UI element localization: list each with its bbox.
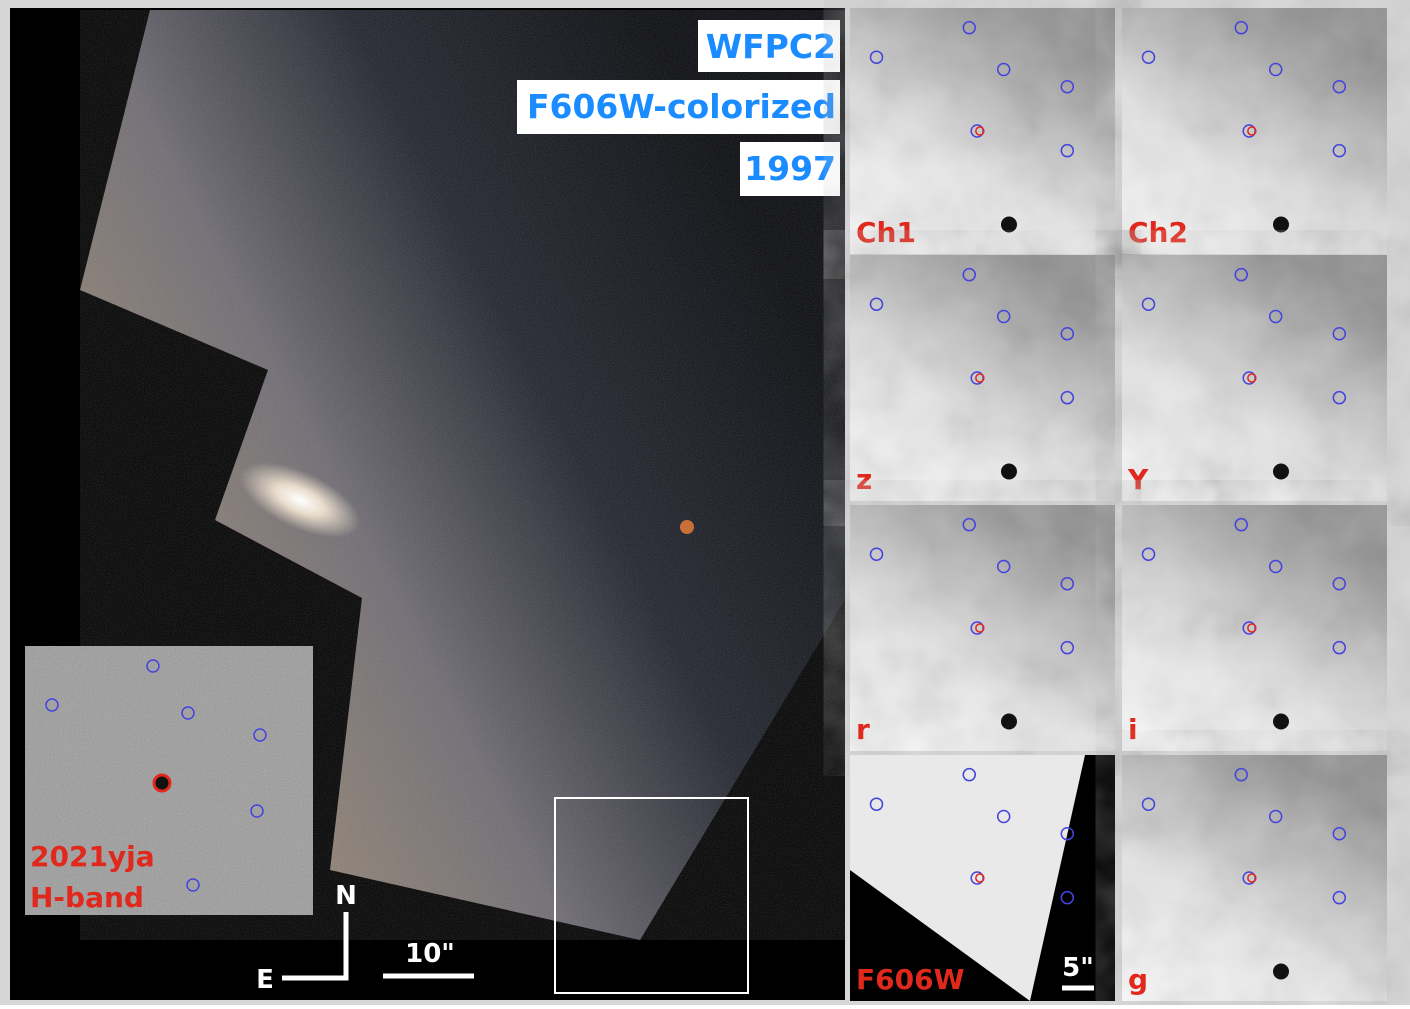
filter: F606W-colorized xyxy=(527,87,836,126)
star xyxy=(1001,463,1017,480)
panel-label: z xyxy=(856,463,872,496)
source-marker xyxy=(962,267,976,282)
source-marker xyxy=(869,547,884,561)
source-marker xyxy=(1268,309,1283,324)
sn-position xyxy=(975,873,985,883)
source-marker xyxy=(1332,326,1347,341)
inset: 2021yja H-band xyxy=(25,646,313,915)
inset-name: 2021yja xyxy=(30,840,155,873)
sn-position xyxy=(975,623,985,633)
sn-position xyxy=(1247,623,1257,633)
source-marker xyxy=(1141,547,1156,561)
panel-scale: 5" xyxy=(1062,953,1094,991)
source-marker xyxy=(1060,826,1075,841)
source-marker xyxy=(1332,390,1347,405)
source-marker xyxy=(1332,143,1347,158)
cutout-panel: r xyxy=(850,505,1115,751)
instrument: WFPC2 xyxy=(706,27,836,66)
source-marker xyxy=(1234,267,1248,282)
star xyxy=(1273,216,1289,233)
star xyxy=(1001,713,1017,730)
source-marker xyxy=(1268,809,1283,824)
sn-position xyxy=(975,373,985,383)
star xyxy=(1273,963,1289,980)
panel-scale-label: 5" xyxy=(1062,953,1094,983)
source-marker xyxy=(1234,767,1248,782)
cutout-panel: Ch1 xyxy=(850,8,1115,254)
source-marker xyxy=(869,297,884,311)
panel-label: F606W xyxy=(856,963,965,996)
cutout-panel: z xyxy=(850,255,1115,501)
panel-label: g xyxy=(1128,963,1148,996)
source-marker xyxy=(996,559,1011,574)
source-marker xyxy=(1332,640,1347,655)
year: 1997 xyxy=(744,149,836,188)
star xyxy=(680,520,694,534)
galaxy-stars xyxy=(80,10,845,940)
sn-position xyxy=(1247,373,1257,383)
source-marker xyxy=(1332,890,1347,905)
inset-markers xyxy=(45,659,267,892)
sn-position xyxy=(975,126,985,136)
source-marker xyxy=(1332,576,1347,591)
star xyxy=(1001,216,1017,233)
source-marker xyxy=(1332,79,1347,94)
header-tags: WFPC2 F606W-colorized 1997 xyxy=(517,20,840,196)
source-marker xyxy=(962,767,976,782)
source-marker xyxy=(1332,826,1347,841)
source-marker xyxy=(869,50,884,64)
star xyxy=(1273,713,1289,730)
cutout-panel: F606W xyxy=(850,755,1115,1001)
star xyxy=(1273,463,1289,480)
source-marker xyxy=(1268,62,1283,77)
panel-grid: Ch1 Ch2 z Yr i F606W g xyxy=(850,8,1387,1001)
source-marker xyxy=(1141,797,1156,811)
zoom-box xyxy=(554,797,749,994)
compass-north: N xyxy=(335,881,357,911)
cutout-panel: Y xyxy=(1122,255,1387,501)
source-marker xyxy=(996,309,1011,324)
source-marker xyxy=(1141,297,1156,311)
cutout-panel: i xyxy=(1122,505,1387,751)
panel-label: i xyxy=(1128,713,1138,746)
source-marker xyxy=(1060,390,1075,405)
panel-label: Ch1 xyxy=(856,216,916,249)
source-marker xyxy=(996,62,1011,77)
panel-image xyxy=(850,755,1085,1001)
source-marker xyxy=(1268,559,1283,574)
source-marker xyxy=(1060,640,1075,655)
panel-label: Ch2 xyxy=(1128,216,1188,249)
inset-band: H-band xyxy=(30,881,144,914)
sn-marker xyxy=(152,773,172,793)
source-marker xyxy=(1060,890,1075,905)
source-marker xyxy=(1060,576,1075,591)
source-marker xyxy=(1060,326,1075,341)
source-marker xyxy=(1234,517,1248,532)
panel-label: r xyxy=(856,713,870,746)
source-marker xyxy=(962,517,976,532)
cutout-panel: g xyxy=(1122,755,1387,1001)
source-marker xyxy=(1060,79,1075,94)
sn-position xyxy=(1247,126,1257,136)
compass: N E 10" xyxy=(256,881,474,995)
scale-bar-label: 10" xyxy=(405,939,455,969)
source-marker xyxy=(1060,143,1075,158)
galaxy-bulge xyxy=(239,462,361,538)
source-marker xyxy=(1234,20,1248,35)
source-marker xyxy=(962,20,976,35)
source-marker xyxy=(869,797,884,811)
source-marker xyxy=(996,809,1011,824)
cutout-panel: Ch2 xyxy=(1122,8,1387,254)
source-marker xyxy=(1141,50,1156,64)
panel-label: Y xyxy=(1127,463,1149,496)
compass-east: E xyxy=(256,965,274,995)
sn-position xyxy=(1247,873,1257,883)
